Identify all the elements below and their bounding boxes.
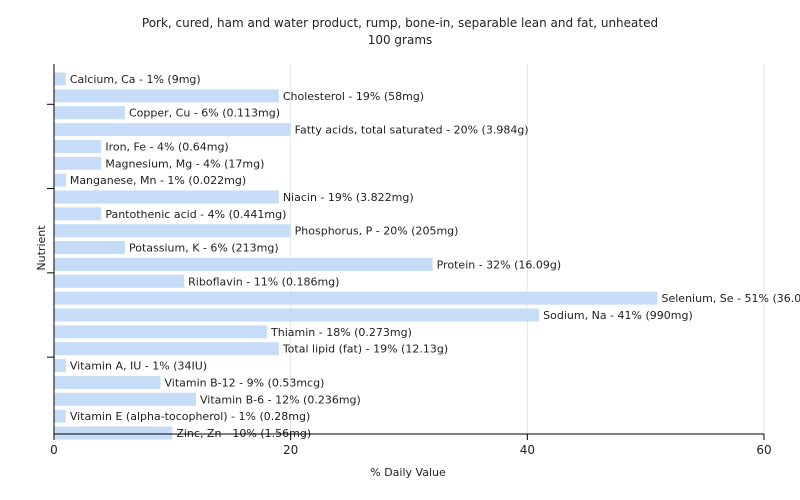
bar-label: Sodium, Na - 41% (990mg) xyxy=(543,309,693,322)
chart-subtitle: 100 grams xyxy=(368,33,433,47)
bar-label: Magnesium, Mg - 4% (17mg) xyxy=(105,157,264,170)
axes: 0 20 40 60 xyxy=(47,64,772,457)
bar-label: Pantothenic acid - 4% (0.441mg) xyxy=(105,208,286,221)
bar-label: Total lipid (fat) - 19% (12.13g) xyxy=(282,343,448,356)
bar-label: Cholesterol - 19% (58mg) xyxy=(283,90,424,103)
bar-label: Niacin - 19% (3.822mg) xyxy=(283,191,414,204)
bar-label: Potassium, K - 6% (213mg) xyxy=(129,242,279,255)
bar xyxy=(54,139,102,153)
bar xyxy=(54,190,279,204)
y-axis-label: Nutrient xyxy=(35,225,48,271)
bar-label: Vitamin B-6 - 12% (0.236mg) xyxy=(200,393,361,406)
bar-label: Copper, Cu - 6% (0.113mg) xyxy=(129,107,280,120)
bar-label: Vitamin B-12 - 9% (0.53mcg) xyxy=(165,376,325,389)
bar xyxy=(54,308,540,322)
bar-label: Protein - 32% (16.09g) xyxy=(437,258,562,271)
bar xyxy=(54,291,658,305)
bar-label: Manganese, Mn - 1% (0.022mg) xyxy=(70,174,246,187)
bar xyxy=(54,274,185,288)
bar xyxy=(54,392,196,406)
x-tick-label: 40 xyxy=(520,443,535,457)
bar xyxy=(54,123,291,137)
bar xyxy=(54,89,279,103)
bar xyxy=(54,72,66,86)
bar xyxy=(54,375,161,389)
bar xyxy=(54,224,291,238)
bar-label: Vitamin A, IU - 1% (34IU) xyxy=(70,360,207,373)
bar-label: Calcium, Ca - 1% (9mg) xyxy=(70,73,201,86)
chart-title: Pork, cured, ham and water product, rump… xyxy=(142,16,658,30)
bar-label: Selenium, Se - 51% (36.0mcg) xyxy=(662,292,800,305)
bar xyxy=(54,156,102,170)
bar xyxy=(54,257,433,271)
bar-label: Fatty acids, total saturated - 20% (3.98… xyxy=(295,124,529,137)
bar xyxy=(54,241,125,255)
bar-label: Vitamin E (alpha-tocopherol) - 1% (0.28m… xyxy=(70,410,310,423)
bars: Calcium, Ca - 1% (9mg) Cholesterol - 19% … xyxy=(54,72,800,440)
bar xyxy=(54,359,66,373)
bar xyxy=(54,409,66,423)
x-tick-label: 0 xyxy=(50,443,58,457)
bar-label: Phosphorus, P - 20% (205mg) xyxy=(295,225,459,238)
bar xyxy=(54,426,173,440)
x-tick-label: 20 xyxy=(283,443,298,457)
x-tick-label: 60 xyxy=(756,443,771,457)
bar xyxy=(54,173,66,187)
bar xyxy=(54,207,102,221)
bar xyxy=(54,106,125,120)
bar-label: Riboflavin - 11% (0.186mg) xyxy=(188,275,339,288)
x-axis-label: % Daily Value xyxy=(370,466,446,479)
bar xyxy=(54,325,267,339)
bar-label: Iron, Fe - 4% (0.64mg) xyxy=(105,140,228,153)
bar-label: Thiamin - 18% (0.273mg) xyxy=(270,326,412,339)
bar xyxy=(54,342,279,356)
